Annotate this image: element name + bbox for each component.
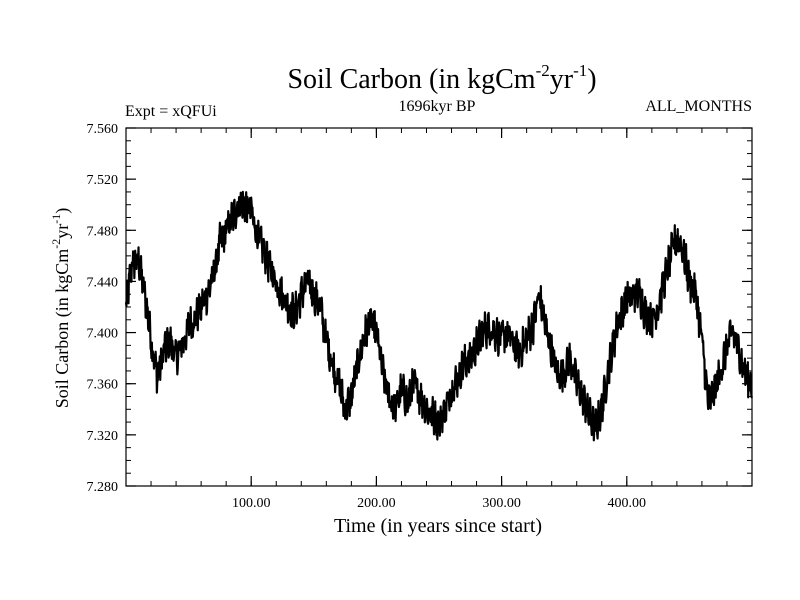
period-label: 1696kyr BP [399, 98, 476, 115]
months-label: ALL_MONTHS [645, 98, 752, 115]
y-tick-label: 7.280 [87, 480, 119, 495]
x-axis-label: Time (in years since start) [334, 515, 542, 537]
x-tick-label: 100.00 [232, 496, 271, 511]
x-tick-label: 400.00 [608, 496, 647, 511]
y-tick-label: 7.480 [87, 224, 119, 239]
y-tick-label: 7.360 [87, 378, 119, 393]
data-series-line [124, 190, 753, 442]
y-tick-label: 7.560 [87, 122, 119, 137]
series-layer [124, 190, 753, 442]
experiment-label: Expt = xQFUi [125, 103, 217, 120]
y-tick-label: 7.320 [87, 429, 119, 444]
y-tick-label: 7.520 [87, 173, 119, 188]
chart-title: Soil Carbon (in kgCm-2yr-1) [287, 61, 596, 95]
plot-frame [125, 127, 753, 487]
y-axis-label: Soil Carbon (in kgCm-2yr-1) [49, 208, 73, 409]
y-tick-label: 7.440 [87, 275, 119, 290]
tick-label-layer: 7.280 7.320 7.360 7.400 7.440 7.480 7.520 7.560… [87, 122, 647, 511]
x-tick-label: 200.00 [357, 496, 396, 511]
x-tick-label: 300.00 [482, 496, 521, 511]
y-tick-label: 7.400 [87, 327, 119, 342]
